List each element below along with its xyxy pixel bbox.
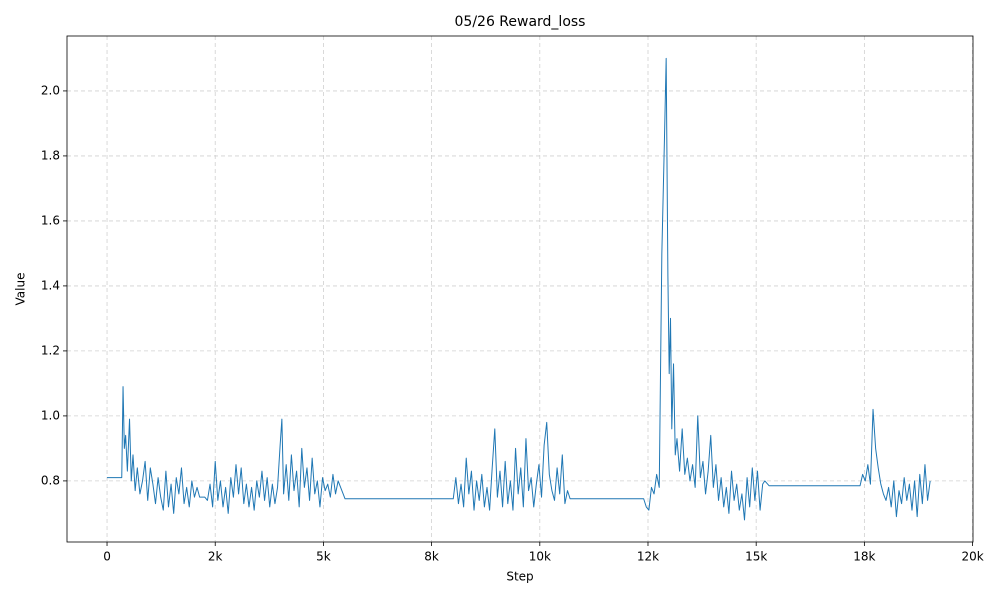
y-tick-label: 1.8 bbox=[41, 148, 60, 162]
x-tick-label: 15k bbox=[745, 550, 767, 564]
y-tick-label: 2.0 bbox=[41, 83, 60, 97]
x-tick-label: 2k bbox=[208, 550, 223, 564]
x-tick-label: 10k bbox=[529, 550, 551, 564]
y-tick-label: 1.6 bbox=[41, 213, 60, 227]
y-tick-label: 0.8 bbox=[41, 473, 60, 487]
x-tick-label: 20k bbox=[961, 550, 983, 564]
x-tick-label: 0 bbox=[103, 550, 111, 564]
x-tick-label: 5k bbox=[316, 550, 331, 564]
x-tick-label: 8k bbox=[424, 550, 439, 564]
y-tick-label: 1.0 bbox=[41, 408, 60, 422]
data-line bbox=[107, 57, 931, 521]
y-tick-label: 1.2 bbox=[41, 343, 60, 357]
x-tick-label: 12k bbox=[637, 550, 659, 564]
y-axis-label: Value bbox=[14, 273, 28, 306]
x-tick-label: 18k bbox=[853, 550, 875, 564]
plot-frame bbox=[66, 35, 974, 543]
chart-title: 05/26 Reward_loss bbox=[455, 14, 586, 30]
y-tick-label: 1.4 bbox=[41, 278, 60, 292]
x-axis-label: Step bbox=[506, 570, 533, 584]
